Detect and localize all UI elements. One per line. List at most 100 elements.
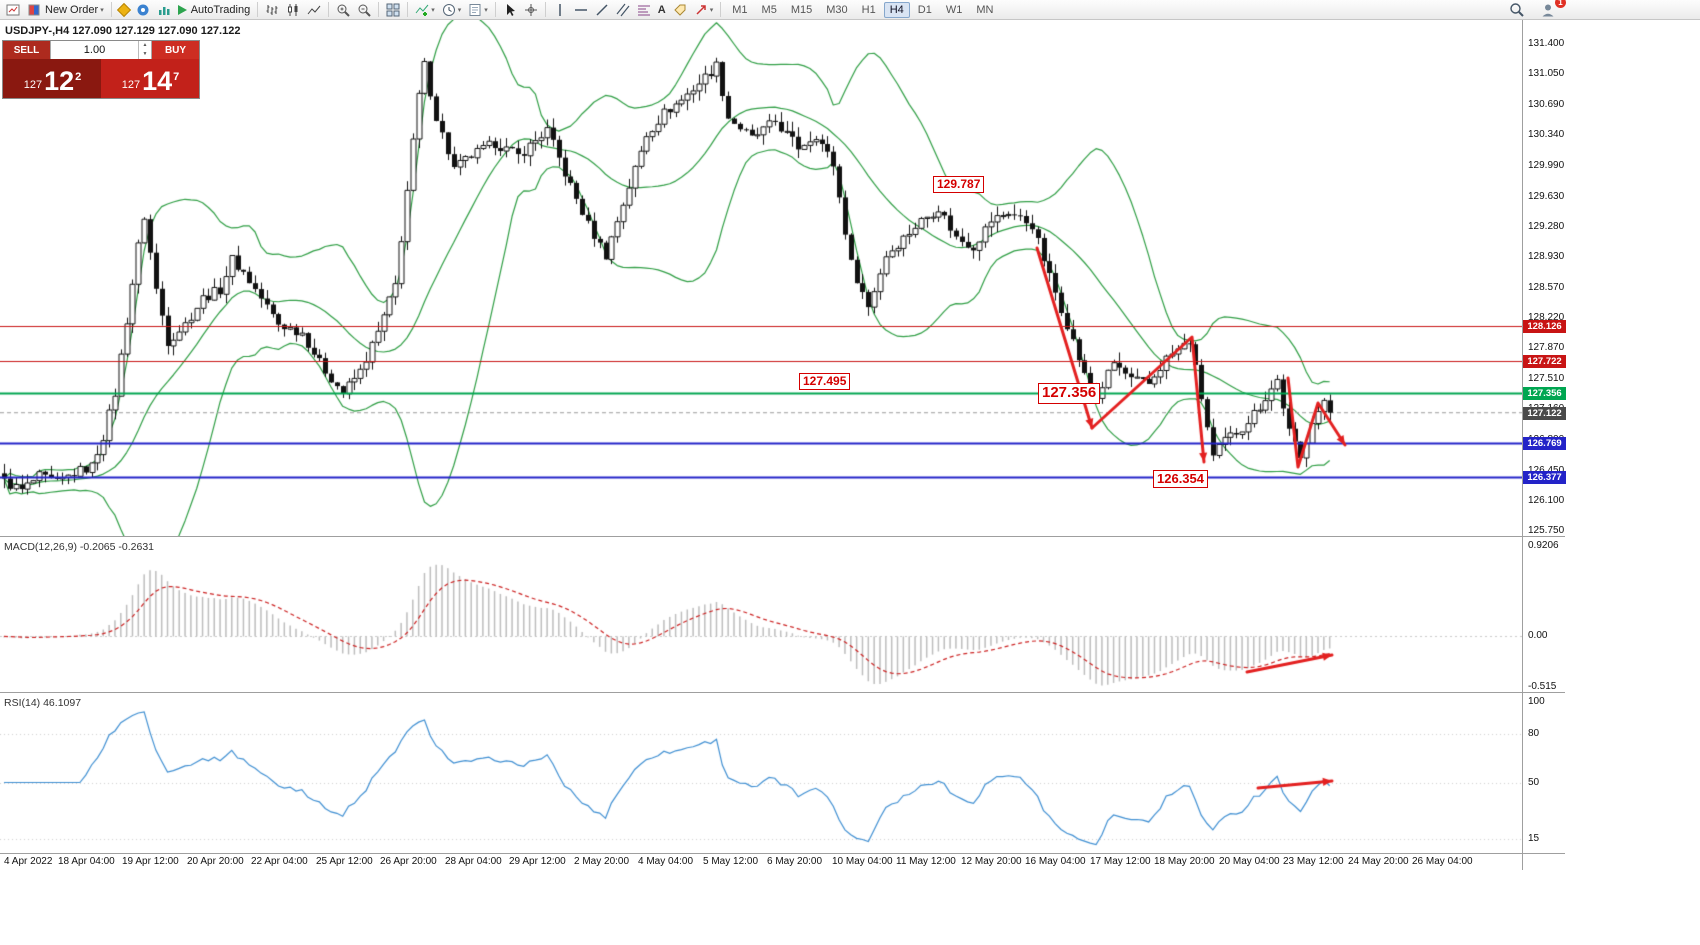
toolbar-separator bbox=[378, 2, 380, 17]
timeframe-M1[interactable]: M1 bbox=[732, 3, 748, 16]
cursor-icon[interactable] bbox=[500, 1, 520, 18]
sell-price-prefix: 127 bbox=[23, 79, 43, 91]
macd-scale-label: 0.9206 bbox=[1528, 540, 1559, 551]
volume-field[interactable]: 1.00 ▲ ▼ bbox=[50, 41, 152, 59]
price-axis-label: 131.400 bbox=[1528, 38, 1565, 49]
time-axis[interactable]: 4 Apr 2022 18 Apr 04:00 19 Apr 12:00 20 Apr… bbox=[0, 856, 1565, 870]
pane-splitter[interactable] bbox=[0, 692, 1565, 693]
line-chart-icon[interactable] bbox=[304, 1, 324, 18]
time-axis-label: 19 Apr 12:00 bbox=[122, 856, 179, 867]
timeframe-M30[interactable]: M30 bbox=[826, 3, 848, 16]
price-axis[interactable]: 131.400 131.050 130.690 130.340 129.990 129.6… bbox=[1523, 0, 1567, 872]
chevron-down-icon: ▾ bbox=[100, 6, 104, 14]
timeframe-H4[interactable]: H4 bbox=[883, 1, 910, 18]
timeframe-M15[interactable]: M15 bbox=[790, 3, 813, 16]
toolbar-separator bbox=[407, 2, 409, 17]
time-axis-label: 17 May 12:00 bbox=[1090, 856, 1151, 867]
candle-chart-icon[interactable] bbox=[283, 1, 303, 18]
time-axis-label: 23 May 12:00 bbox=[1283, 856, 1344, 867]
price-annotation[interactable]: 126.354 bbox=[1153, 470, 1208, 489]
buy-price-panel[interactable]: 127 14 7 bbox=[101, 59, 199, 98]
fibonacci-icon[interactable] bbox=[634, 1, 654, 18]
arrows-button[interactable]: ▾ bbox=[691, 1, 717, 18]
macd-indicator-label: MACD(12,26,9) -0.2065 -0.2631 bbox=[4, 541, 154, 553]
price-annotation[interactable]: 127.495 bbox=[799, 373, 851, 390]
autotrading-button[interactable]: AutoTrading bbox=[175, 1, 254, 18]
timeframe-M5[interactable]: M5 bbox=[761, 3, 777, 16]
timeframe-D1[interactable]: D1 bbox=[917, 3, 932, 16]
rsi-scale-label: 80 bbox=[1528, 728, 1540, 740]
price-axis-label: 129.630 bbox=[1528, 190, 1565, 202]
zoom-out-icon[interactable] bbox=[354, 1, 374, 18]
pane-splitter[interactable] bbox=[0, 536, 1565, 537]
volume-down-button[interactable]: ▼ bbox=[142, 51, 148, 57]
time-axis-label: 4 Apr 2022 bbox=[4, 856, 53, 867]
time-axis-label: 18 Apr 04:00 bbox=[58, 856, 115, 867]
horizontal-line-icon[interactable] bbox=[571, 1, 591, 18]
templates-icon bbox=[469, 3, 481, 16]
price-annotation[interactable]: 129.787 bbox=[933, 176, 985, 193]
macd-scale-label: 0.00 bbox=[1528, 630, 1548, 642]
periods-button[interactable]: ▾ bbox=[439, 1, 465, 18]
buy-button[interactable]: BUY bbox=[152, 41, 199, 59]
new-order-icon bbox=[28, 4, 40, 15]
volume-up-button[interactable]: ▲ bbox=[142, 42, 148, 48]
timeframe-MN[interactable]: MN bbox=[976, 3, 994, 16]
trendline-icon[interactable] bbox=[592, 1, 612, 18]
symbol-info: USDJPY-,H4 127.090 127.129 127.090 127.1… bbox=[5, 25, 241, 37]
time-axis-label: 28 Apr 04:00 bbox=[445, 856, 502, 867]
channel-icon[interactable] bbox=[613, 1, 633, 18]
sell-price-panel[interactable]: 127 12 2 bbox=[3, 59, 101, 98]
toolbar-right-group: 1 bbox=[1506, 0, 1566, 18]
zoom-in-icon[interactable] bbox=[333, 1, 353, 18]
one-click-trading-panel: SELL 1.00 ▲ ▼ BUY 127 12 2 127 14 7 bbox=[2, 40, 200, 99]
autotrading-icon bbox=[177, 4, 187, 15]
text-icon[interactable]: A bbox=[657, 3, 666, 16]
main-chart-canvas[interactable] bbox=[0, 20, 1522, 536]
toolbar-separator bbox=[257, 2, 259, 17]
price-axis-label: 128.930 bbox=[1528, 250, 1565, 262]
price-annotation[interactable]: 127.356 bbox=[1038, 383, 1101, 404]
vertical-line-icon[interactable] bbox=[550, 1, 570, 18]
account-icon bbox=[1542, 4, 1554, 16]
metaeditor-icon[interactable] bbox=[116, 1, 132, 18]
app-chart-icon[interactable] bbox=[3, 1, 23, 18]
bar-chart-icon[interactable] bbox=[262, 1, 282, 18]
time-axis-label: 20 Apr 20:00 bbox=[187, 856, 244, 867]
templates-button[interactable]: ▾ bbox=[465, 1, 491, 18]
buy-price-big: 14 bbox=[142, 66, 173, 97]
indicators-button[interactable]: ▾ bbox=[412, 1, 438, 18]
autotrading-label: AutoTrading bbox=[190, 3, 251, 16]
time-axis-label: 26 Apr 20:00 bbox=[380, 856, 437, 867]
time-axis-label: 24 May 20:00 bbox=[1348, 856, 1409, 867]
rsi-scale-label: 15 bbox=[1528, 832, 1540, 844]
price-tag: 128.126 bbox=[1523, 320, 1566, 334]
account-button[interactable]: 1 bbox=[1537, 0, 1566, 18]
rsi-pane-canvas[interactable] bbox=[0, 694, 1522, 852]
price-tag: 127.122 bbox=[1523, 406, 1566, 420]
toolbar-separator bbox=[720, 2, 722, 17]
tile-windows-icon[interactable] bbox=[383, 1, 403, 18]
chevron-down-icon: ▾ bbox=[457, 6, 462, 14]
time-axis-label: 20 May 04:00 bbox=[1219, 856, 1280, 867]
crosshair-icon[interactable] bbox=[521, 1, 541, 18]
new-order-button[interactable]: New Order ▾ bbox=[24, 1, 107, 18]
sell-button[interactable]: SELL bbox=[3, 41, 50, 59]
time-axis-label: 2 May 20:00 bbox=[574, 856, 630, 867]
market-icon[interactable] bbox=[154, 1, 174, 18]
mql5-community-icon[interactable] bbox=[133, 1, 153, 18]
timeframe-W1[interactable]: W1 bbox=[945, 3, 963, 16]
indicators-icon bbox=[415, 4, 429, 16]
label-icon[interactable] bbox=[670, 1, 690, 18]
macd-pane-canvas[interactable] bbox=[0, 538, 1522, 692]
pane-splitter[interactable] bbox=[0, 853, 1565, 854]
price-axis-label: 131.050 bbox=[1528, 68, 1565, 80]
price-axis-label: 126.100 bbox=[1528, 494, 1565, 506]
chevron-down-icon: ▾ bbox=[431, 6, 435, 14]
timeframe-H1[interactable]: H1 bbox=[861, 3, 876, 16]
volume-input[interactable]: 1.00 bbox=[83, 44, 106, 56]
search-icon[interactable] bbox=[1506, 1, 1527, 18]
toolbar: New Order ▾ AutoTrading ▾ ▾ ▾ A ▾ M1 M5 M15… bbox=[0, 0, 1700, 20]
rsi-scale-label: 100 bbox=[1528, 696, 1545, 707]
